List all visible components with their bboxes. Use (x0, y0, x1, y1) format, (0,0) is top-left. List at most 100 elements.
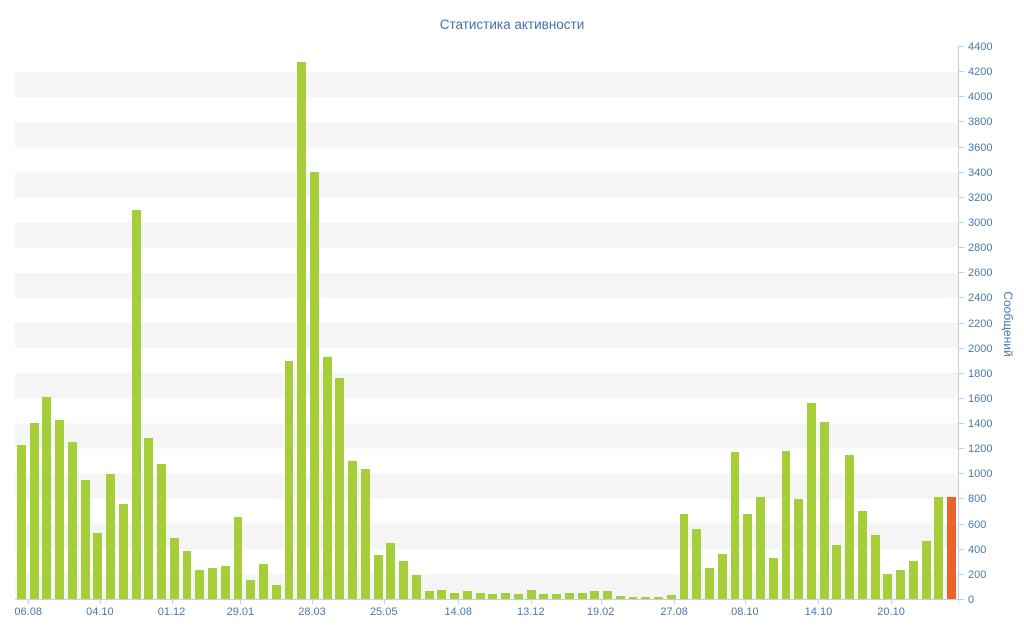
x-axis-tick (312, 600, 314, 604)
bar (896, 570, 906, 599)
bar (360, 468, 370, 599)
x-axis-tick (458, 600, 460, 604)
x-axis-tick (28, 600, 30, 604)
x-axis-tick (383, 600, 385, 604)
x-axis-tick (99, 600, 101, 604)
y-axis-tick (958, 523, 964, 525)
x-axis-tick-label: 27.08 (660, 606, 688, 618)
x-axis-tick-label: 29.01 (226, 606, 255, 618)
bar (233, 517, 243, 599)
bar (654, 596, 663, 599)
bar (501, 592, 511, 599)
bar (743, 513, 753, 599)
bar (934, 497, 944, 599)
bar (641, 597, 651, 599)
bar (399, 561, 409, 599)
y-axis-tick-label: 400 (968, 543, 987, 556)
bar (386, 542, 396, 599)
y-axis-tick (958, 221, 964, 223)
y-axis-tick (958, 96, 964, 98)
y-axis-tick (958, 171, 964, 173)
bar (603, 590, 612, 599)
x-axis-tick (744, 600, 746, 604)
x-axis-tick (530, 600, 532, 604)
y-axis-tick (958, 146, 964, 148)
y-axis-tick (958, 46, 964, 47)
x-axis-tick-label: 19.02 (586, 606, 615, 618)
y-axis-tick-label: 2800 (968, 242, 993, 255)
bar (284, 360, 294, 599)
x-axis: 06.08 04.10 01.12 29.01 28.03 25.05 14.08 13.12… (14, 600, 958, 622)
bar (488, 593, 498, 599)
bar (513, 593, 523, 599)
bar (322, 356, 332, 599)
x-axis-tick-label: 04.10 (86, 606, 114, 618)
bar (564, 592, 574, 599)
bar (67, 442, 77, 599)
y-axis-tick-label: 3200 (968, 191, 993, 204)
x-axis-tick-label: 14.08 (444, 606, 472, 618)
x-axis-tick-label: 06.08 (14, 606, 42, 618)
bar (666, 595, 676, 599)
y-axis-tick-label: 4400 (968, 41, 993, 53)
y-axis-tick-label: 1600 (968, 392, 993, 405)
y-axis-tick (958, 121, 964, 123)
y-axis-tick-label: 3400 (968, 166, 993, 179)
bar (169, 537, 179, 599)
y-axis-tick-label: 3600 (968, 141, 993, 154)
bar (42, 397, 52, 599)
y-axis-title: Сообщений (1001, 291, 1015, 357)
bar (220, 566, 230, 599)
y-axis: 0 200 400 600 800 1000 1200 1400 1600 1800 2000 220… (958, 41, 1008, 606)
y-axis-tick-label: 4200 (968, 66, 993, 79)
y-axis-tick (958, 397, 964, 399)
bar (118, 503, 128, 599)
bar (144, 438, 154, 599)
y-axis-tick (958, 347, 964, 349)
bar (16, 444, 26, 599)
x-axis-tick-label: 28.03 (298, 606, 326, 618)
bar (806, 403, 816, 599)
chart-title: Статистика активности (439, 17, 585, 32)
bar-current-period (947, 497, 957, 599)
y-axis-tick (958, 498, 964, 500)
bar (131, 210, 141, 599)
y-axis-line (958, 47, 959, 601)
bar (577, 592, 587, 599)
bar (692, 528, 702, 599)
y-axis-tick (958, 372, 964, 374)
bar (526, 590, 536, 599)
y-axis-tick-label: 1000 (968, 468, 993, 481)
bar (450, 592, 460, 599)
bar (615, 595, 625, 599)
bar (908, 561, 918, 599)
y-axis-tick-label: 2600 (968, 267, 993, 280)
x-axis-tick (171, 600, 173, 604)
x-axis-tick-label: 25.05 (369, 606, 398, 618)
bar (55, 419, 65, 599)
y-axis-tick-label: 2200 (968, 317, 993, 330)
y-axis-tick-label: 1800 (968, 367, 993, 380)
x-axis-tick (674, 600, 676, 604)
bar (768, 557, 778, 599)
y-axis-tick-label: 0 (968, 594, 975, 606)
bar (679, 513, 689, 599)
plot-area (15, 47, 958, 600)
y-axis-tick-label: 4000 (968, 91, 993, 104)
bar (475, 592, 485, 599)
x-axis-tick (818, 600, 820, 604)
bar (539, 593, 549, 599)
bar (730, 452, 740, 599)
bar (781, 450, 791, 599)
bar (259, 563, 268, 599)
bar (208, 567, 217, 599)
bar (857, 511, 867, 599)
y-axis-tick-label: 2000 (968, 342, 993, 355)
y-axis-tick (958, 272, 964, 274)
bar (794, 498, 804, 599)
x-axis-tick-label: 08.10 (731, 606, 759, 618)
y-axis-tick-label: 2400 (968, 292, 993, 305)
bar (195, 570, 205, 599)
bar (845, 454, 855, 599)
